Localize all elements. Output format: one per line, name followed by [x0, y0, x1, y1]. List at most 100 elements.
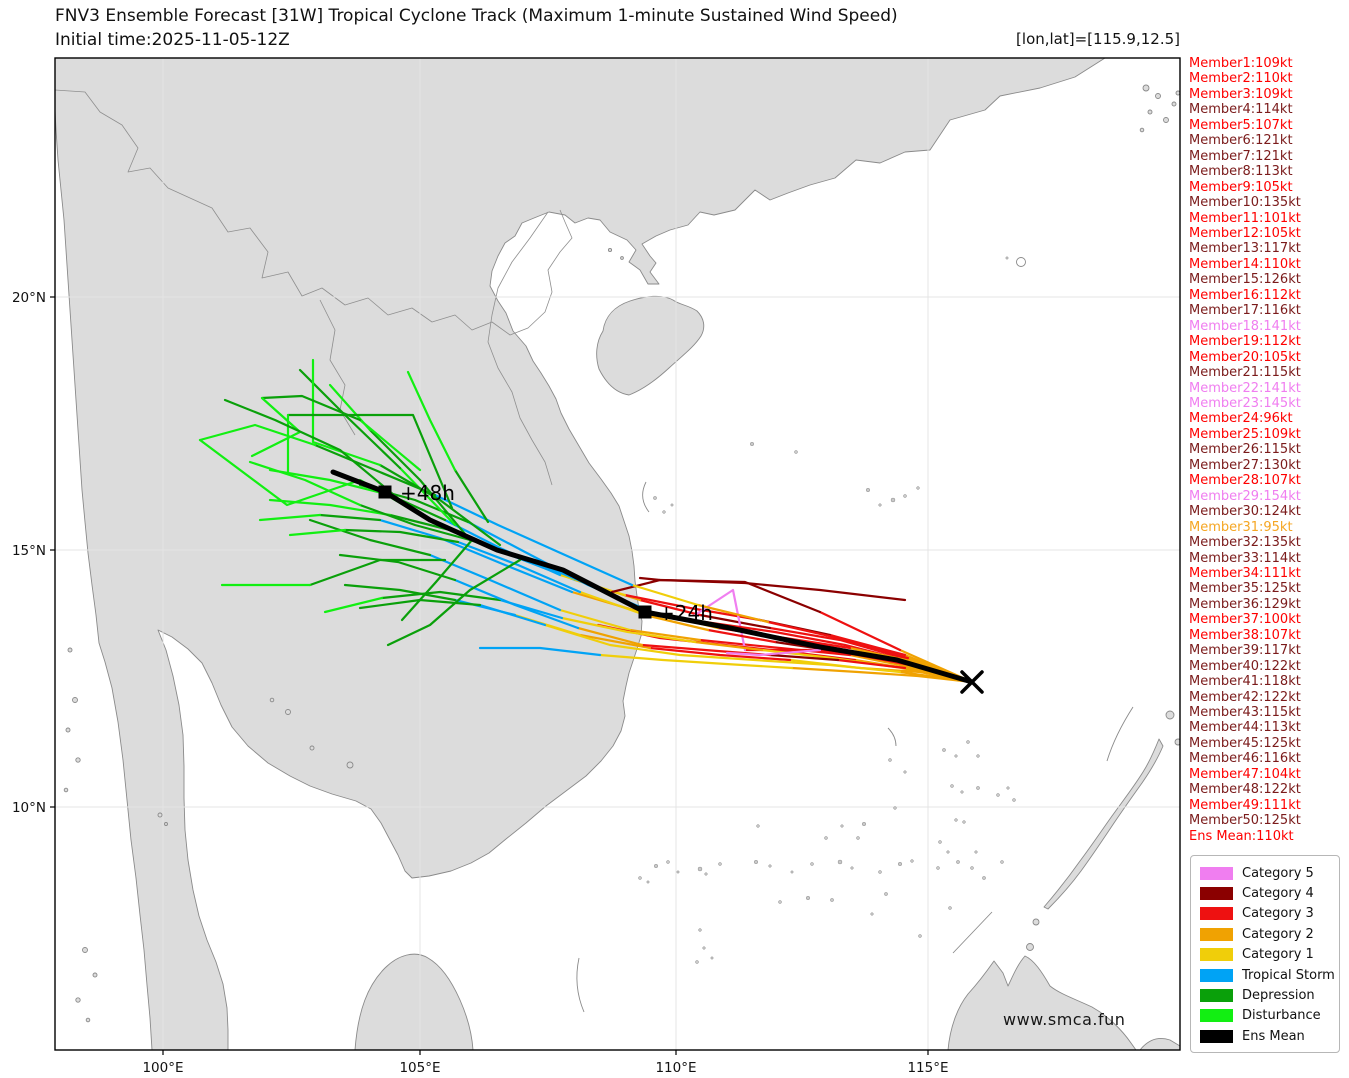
legend-label: Category 1: [1242, 947, 1314, 963]
palawan-island: [1043, 738, 1164, 910]
legend-swatch: [1200, 907, 1233, 921]
member-intensity-item: Member33:114kt: [1189, 550, 1301, 566]
track-line: [380, 590, 502, 602]
track-line: [268, 468, 392, 497]
track-line: [443, 518, 562, 577]
legend-swatch: [1200, 948, 1233, 962]
track-markers: +24h +48h: [378, 481, 984, 694]
member-intensity-item: Member28:107kt: [1189, 473, 1301, 489]
track-line: [378, 463, 502, 547]
track-line: [330, 469, 975, 685]
member-intensity-item: Member21:115kt: [1189, 365, 1301, 381]
track-line: [576, 626, 644, 647]
legend-item: Category 4: [1191, 883, 1339, 903]
legend-item: Ens Mean: [1191, 1026, 1339, 1046]
track-line: [358, 418, 422, 472]
member-intensity-item: Member3:109kt: [1189, 86, 1293, 102]
track-line: [343, 528, 460, 544]
track-line: [598, 653, 794, 670]
forecast-hour-label: +24h: [658, 601, 713, 625]
member-intensity-item: Member36:129kt: [1189, 596, 1301, 612]
member-intensity-item: Member48:122kt: [1189, 782, 1301, 798]
sumatra-blob: [354, 953, 474, 1050]
ensemble-tracks: [198, 358, 975, 685]
member-intensity-item: Member46:116kt: [1189, 751, 1301, 767]
track-line: [428, 553, 562, 612]
track-line: [638, 598, 702, 617]
track-line: [790, 666, 974, 684]
legend-item: Category 1: [1191, 945, 1339, 965]
legend-item: Category 3: [1191, 904, 1339, 924]
track-line: [478, 603, 547, 627]
member-intensity-item: Member29:154kt: [1189, 488, 1301, 504]
member-intensity-item: Member2:110kt: [1189, 71, 1293, 87]
track-line: [648, 646, 792, 662]
track-line: [398, 466, 457, 527]
track-line: [388, 513, 452, 532]
track-line: [318, 513, 382, 522]
track-line: [456, 540, 582, 594]
track-line: [543, 623, 902, 674]
track-line: [400, 538, 474, 622]
member-list: Member1:109kt Member2:110kt Member3:109kt M…: [1189, 56, 1347, 844]
track-line: [260, 394, 362, 422]
track-line: [628, 628, 702, 642]
member-intensity-item: Member31:95kt: [1189, 519, 1293, 535]
track-line: [248, 460, 362, 507]
reef-dots: [638, 256, 1016, 964]
coastline-arcs: [576, 257, 1134, 1013]
member-intensity-item: Member16:112kt: [1189, 287, 1301, 303]
member-intensity-item: Member4:114kt: [1189, 102, 1293, 118]
legend-label: Ens Mean: [1242, 1028, 1305, 1044]
x-tick-label: 115°E: [907, 1060, 948, 1076]
forecast-hour-square-marker: [378, 485, 392, 499]
forecast-hour-square-marker: [638, 605, 652, 619]
track-line: [768, 626, 912, 662]
member-intensity-item: Member27:130kt: [1189, 457, 1301, 473]
member-intensity-item: Member11:101kt: [1189, 210, 1301, 226]
x-tick-label: 110°E: [655, 1060, 696, 1076]
land-polygons: [55, 58, 1180, 1050]
track-line: [453, 468, 490, 524]
legend-swatch: [1200, 989, 1233, 1003]
member-intensity-item: Member14:110kt: [1189, 256, 1301, 272]
legend-item: Category 2: [1191, 924, 1339, 944]
legend-swatch: [1200, 968, 1233, 982]
track-line: [268, 498, 392, 517]
legend-label: Category 3: [1242, 906, 1314, 922]
member-intensity-item: Member13:117kt: [1189, 241, 1301, 257]
borneo-east-strip: [1139, 1038, 1180, 1050]
member-intensity-item: Member9:105kt: [1189, 179, 1293, 195]
member-intensity-item: Member19:112kt: [1189, 334, 1301, 350]
title-block: FNV3 Ensemble Forecast [31W] Tropical Cy…: [55, 4, 898, 52]
track-line: [378, 518, 574, 594]
member-intensity-item: Member8:113kt: [1189, 164, 1293, 180]
track-line: [578, 590, 647, 617]
y-tick-label: 15°N: [12, 543, 46, 559]
map-frame: [54, 57, 1181, 1051]
member-intensity-item: Member10:135kt: [1189, 195, 1301, 211]
member-intensity-item: Member37:100kt: [1189, 612, 1301, 628]
member-intensity-item: Member39:117kt: [1189, 643, 1301, 659]
track-line: [766, 620, 910, 660]
track-line: [386, 558, 522, 647]
legend-label: Category 4: [1242, 886, 1314, 902]
track-line: [623, 593, 762, 622]
member-intensity-item: Member24:96kt: [1189, 411, 1293, 427]
member-intensity-item: Member50:125kt: [1189, 813, 1301, 829]
track-line: [453, 578, 580, 630]
y-tick-label: 10°N: [12, 800, 46, 816]
member-intensity-item: Member17:116kt: [1189, 303, 1301, 319]
member-intensity-item: Member41:118kt: [1189, 674, 1301, 690]
member-intensity-item: Member22:141kt: [1189, 380, 1301, 396]
legend-label: Depression: [1242, 988, 1315, 1004]
member-intensity-item: Member45:125kt: [1189, 735, 1301, 751]
member-intensity-item: Member44:113kt: [1189, 720, 1301, 736]
x-tick-label: 100°E: [142, 1060, 183, 1076]
borneo-landmass: [947, 955, 1137, 1050]
axis-tick-labels: 100°E 105°E 110°E 115°E 20°N 15°N 10°N: [12, 290, 949, 1076]
member-intensity-item: Member30:124kt: [1189, 504, 1301, 520]
member-intensity-item: Member20:105kt: [1189, 349, 1301, 365]
